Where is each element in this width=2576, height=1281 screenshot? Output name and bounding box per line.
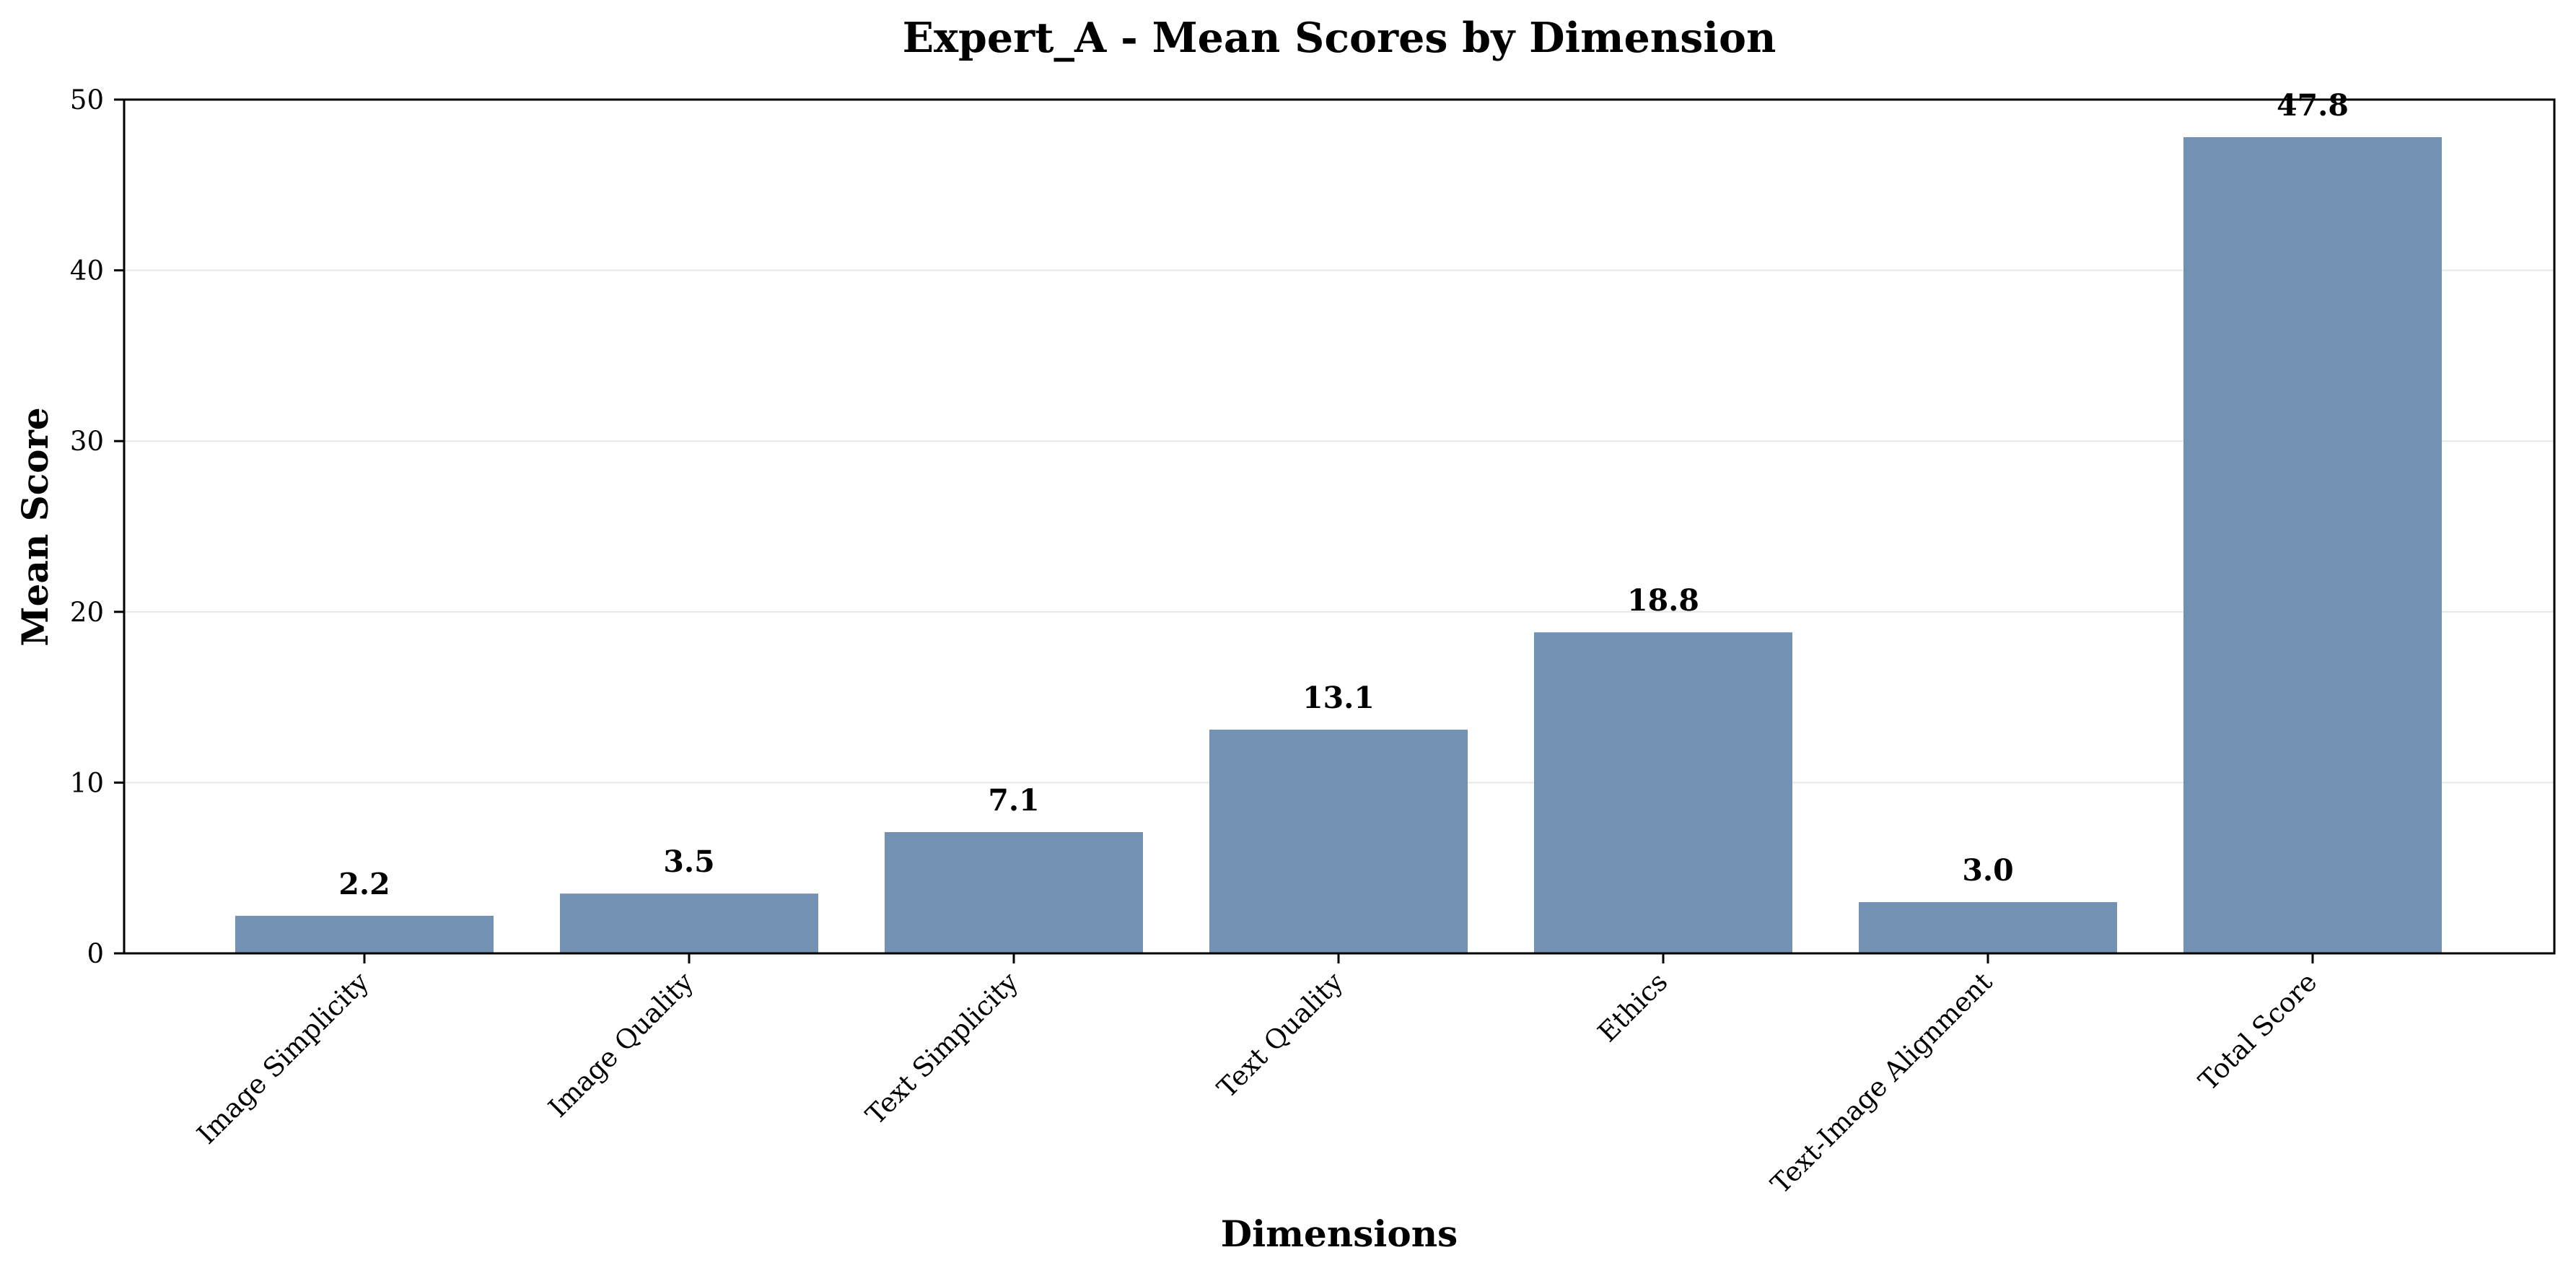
data-label: 7.1 (988, 783, 1039, 818)
x-axis-label: Dimensions (1221, 1212, 1458, 1255)
data-label: 18.8 (1627, 583, 1699, 618)
data-label: 2.2 (338, 867, 390, 901)
data-label: 47.8 (2277, 88, 2349, 123)
bar (1534, 632, 1792, 953)
bar (1209, 730, 1468, 953)
y-tick-label: 30 (70, 426, 104, 457)
bar (560, 893, 818, 953)
y-tick-label: 20 (70, 597, 104, 628)
y-tick-label: 10 (70, 767, 104, 798)
bar (1859, 902, 2117, 953)
y-axis-label: Mean Score (14, 407, 56, 646)
bar (885, 832, 1143, 953)
data-labels: 2.2 3.5 7.1 13.1 18.8 3.0 47.8 (338, 88, 2349, 901)
data-label: 3.5 (663, 844, 714, 879)
data-label: 3.0 (1962, 853, 2013, 888)
bar (2183, 137, 2442, 953)
chart-title: Expert_A - Mean Scores by Dimension (903, 14, 1777, 62)
x-axis-ticks: Image Simplicity Image Quality Text Simpli… (191, 953, 2323, 1200)
bars (235, 137, 2442, 953)
x-tick-label: Text Simplicity (860, 966, 1025, 1131)
x-tick-label: Ethics (1592, 966, 1673, 1048)
y-tick-label: 0 (87, 938, 104, 969)
data-label: 13.1 (1302, 681, 1375, 715)
y-tick-label: 50 (70, 84, 104, 115)
x-tick-label: Total Score (2193, 966, 2323, 1097)
x-tick-label: Text Quality (1212, 966, 1349, 1104)
y-tick-label: 40 (70, 255, 104, 287)
bar (235, 915, 494, 953)
x-tick-label: Image Simplicity (191, 966, 375, 1150)
y-axis-ticks: 0 10 20 30 40 50 (70, 84, 124, 969)
x-tick-label: Image Quality (543, 966, 700, 1124)
x-tick-label: Text-Image Alignment (1765, 966, 1999, 1200)
